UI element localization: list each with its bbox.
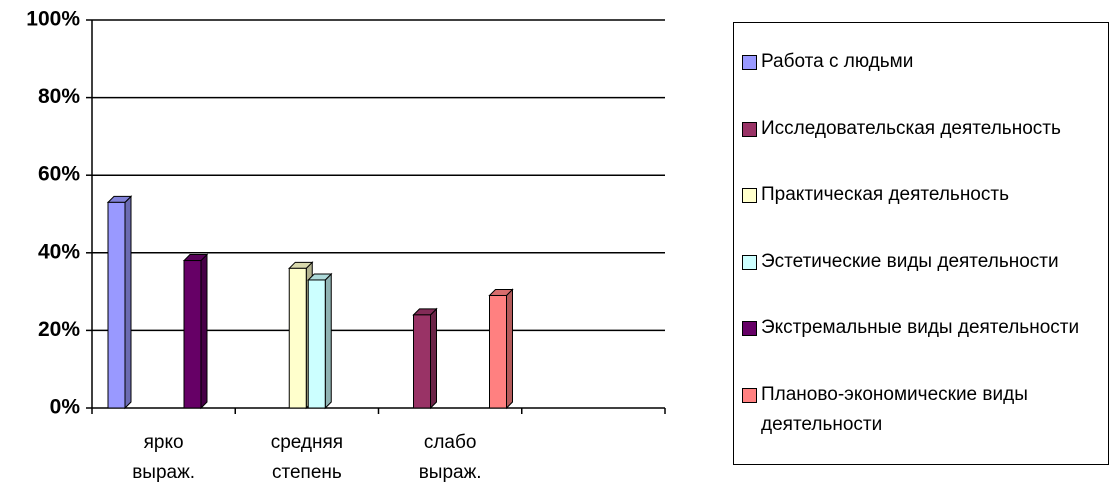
legend-swatch [742, 254, 757, 270]
y-tick-label: 40% [38, 240, 80, 263]
x-tick-label: слабо выраж. [419, 432, 482, 483]
x-tick-label: ярко выраж. [132, 432, 195, 483]
bar [288, 267, 307, 409]
bar-side [124, 195, 132, 410]
bar-side [324, 272, 332, 410]
legend-swatch [742, 321, 757, 337]
y-tick-label: 60% [38, 163, 80, 186]
legend-swatch [742, 55, 757, 71]
legend-label: Исследовательская деятельность [761, 117, 1061, 139]
legend: Работа с людьми Исследовательская деятель… [733, 22, 1109, 465]
bar [107, 201, 126, 409]
legend-label: Практическая деятельность [761, 184, 1009, 206]
legend-item: Работа с людьми [742, 47, 1104, 77]
y-tick-label: 0% [50, 396, 81, 419]
legend-label: Работа с людьми [761, 51, 914, 73]
legend-label: Планово-экономические виды деятельности [761, 383, 1028, 435]
bar [413, 314, 431, 409]
legend-item: Практическая деятельность [742, 180, 1104, 210]
legend-label: Экстремальные виды деятельности [761, 317, 1080, 339]
x-tick-label: средняя степень [271, 432, 343, 483]
legend-swatch [742, 121, 757, 137]
bar [307, 279, 326, 409]
legend-item: Исследовательская деятельность [742, 114, 1104, 144]
legend-item: Экстремальные виды деятельности [742, 313, 1104, 343]
plot: 0% 20% 40% 60% 80% 100% ярко выраж. средняя степе… [26, 8, 666, 483]
legend-swatch [742, 188, 757, 204]
y-tick-label: 100% [26, 8, 80, 31]
bar [489, 294, 507, 409]
y-tick-label: 20% [38, 318, 80, 341]
legend-label: Эстетические виды деятельности [761, 250, 1059, 272]
bar-side [430, 307, 437, 410]
legend-item: Планово-экономические виды деятельности [742, 380, 1104, 440]
bar-side [200, 253, 208, 410]
legend-swatch [742, 387, 757, 403]
y-tick-label: 80% [38, 85, 80, 108]
bar-side [506, 288, 513, 410]
legend-item: Эстетические виды деятельности [742, 247, 1104, 277]
bar [183, 260, 202, 409]
